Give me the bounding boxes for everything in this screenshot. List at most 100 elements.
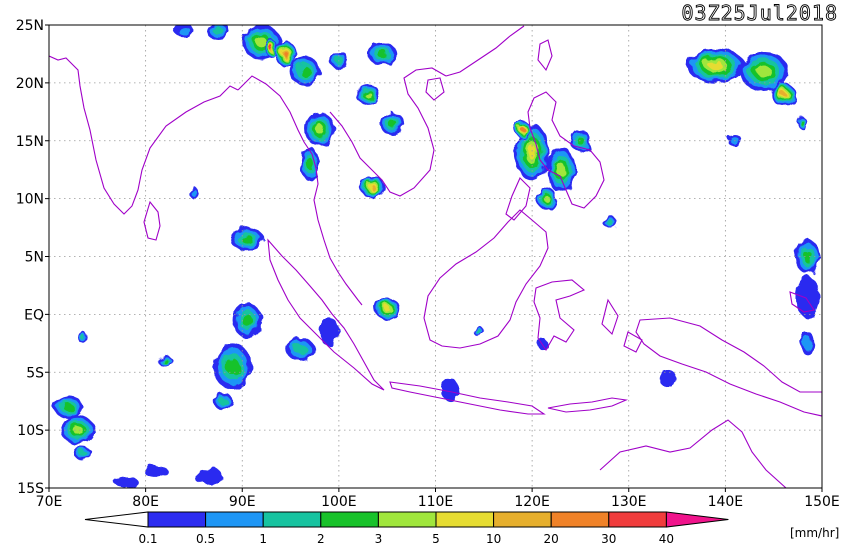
- precip-level: [476, 329, 482, 334]
- precip-cell: [367, 42, 397, 66]
- coast-sulawesi: [533, 279, 586, 352]
- precip-level: [708, 61, 723, 70]
- latitude-labels: 25N 20N 15N 10N 5N EQ 5S 10S 15S: [16, 18, 49, 497]
- precip-cell: [602, 215, 617, 228]
- legend-swatch: [147, 511, 207, 528]
- legend-swatch: [493, 511, 552, 528]
- lat-tick-label: 5S: [26, 365, 44, 381]
- precip-level: [306, 157, 313, 170]
- lat-tick-label: 15N: [16, 134, 44, 150]
- lat-tick-label: 10S: [17, 423, 44, 439]
- coast-mindoro-palawan: [505, 177, 531, 221]
- precip-cell: [515, 120, 530, 138]
- precip-level: [293, 343, 307, 355]
- precip-level: [143, 464, 168, 477]
- legend-tick-label: 3: [375, 532, 383, 544]
- precip-level: [795, 276, 820, 318]
- coastlines: [49, 25, 822, 488]
- coast-lesser-sunda: [547, 397, 629, 413]
- precip-level: [269, 46, 274, 51]
- lon-tick-label: 80E: [132, 494, 159, 510]
- precip-level: [241, 235, 253, 244]
- precip-cell: [285, 337, 315, 361]
- precip-cell: [441, 378, 459, 402]
- precip-level: [441, 378, 459, 402]
- precip-cell: [319, 317, 339, 347]
- legend-unit: [mm/hr]: [790, 526, 839, 540]
- legend-swatch: [262, 511, 322, 528]
- lon-tick-label: 110E: [418, 494, 454, 510]
- precip-level: [384, 305, 391, 312]
- precip-cell: [232, 302, 262, 338]
- precip-cell: [546, 146, 576, 193]
- precip-cell: [53, 395, 83, 419]
- precip-level: [193, 467, 223, 486]
- precip-level: [757, 65, 771, 78]
- precip-level: [658, 369, 677, 387]
- coast-sumatra: [267, 238, 385, 391]
- legend-tick-label: 0.5: [196, 532, 215, 544]
- precip-cell: [375, 297, 400, 321]
- precip-cell: [174, 25, 194, 38]
- legend-tick-label: 40: [659, 532, 674, 544]
- graticule: [49, 25, 822, 488]
- precip-level: [190, 189, 197, 197]
- precip-level: [370, 184, 376, 190]
- color-legend: 0.1 0.5 1 2 3 5 10 20 30 40: [84, 511, 729, 544]
- lat-tick-label: 5N: [25, 250, 44, 266]
- precip-level: [256, 37, 268, 48]
- coast-india: [49, 55, 239, 215]
- precip-cell: [473, 327, 485, 337]
- coast-solomon: [789, 291, 815, 313]
- lon-tick-label: 150E: [804, 494, 840, 510]
- precip-cell: [800, 331, 815, 355]
- legend-tick-label: 10: [486, 532, 501, 544]
- precip-cell: [206, 25, 231, 40]
- precip-level: [212, 26, 224, 35]
- lon-tick-label: 100E: [321, 494, 357, 510]
- precip-level: [528, 145, 537, 160]
- coast-malay-peninsula: [323, 239, 363, 306]
- coast-sri-lanka: [143, 200, 161, 241]
- coast-java: [389, 381, 546, 415]
- lat-tick-label: 15S: [17, 481, 44, 497]
- precip-level: [225, 358, 240, 375]
- precip-cell: [114, 476, 139, 488]
- precip-cell: [329, 51, 349, 69]
- precip-level: [364, 91, 372, 98]
- precip-level: [800, 121, 805, 126]
- precip-cell: [77, 331, 88, 344]
- precip-cell: [157, 354, 173, 367]
- precip-cell: [193, 467, 223, 486]
- lon-tick-label: 140E: [708, 494, 744, 510]
- legend-swatch: [377, 511, 437, 528]
- coast-bay-east: [237, 75, 325, 241]
- precip-level: [556, 163, 566, 177]
- precip-level: [543, 195, 550, 202]
- coast-maluku: [601, 298, 643, 353]
- precip-level: [803, 336, 812, 351]
- precip-cell: [795, 276, 820, 318]
- lon-tick-label: 90E: [229, 494, 256, 510]
- precip-cell: [515, 123, 550, 182]
- legend-swatch: [608, 511, 667, 528]
- coast-philippines: [527, 91, 605, 209]
- precip-level: [63, 402, 74, 412]
- precip-level: [242, 314, 253, 327]
- precip-cell: [289, 56, 321, 86]
- precip-cell: [230, 227, 264, 251]
- lon-tick-label: 130E: [611, 494, 647, 510]
- lon-tick-label: 120E: [514, 494, 550, 510]
- legend-tick-label: 1: [259, 532, 267, 544]
- precip-level: [78, 450, 88, 456]
- precip-level: [315, 124, 324, 135]
- lat-tick-label: 25N: [16, 18, 44, 34]
- precip-cell: [771, 82, 796, 107]
- legend-swatch: [205, 511, 264, 528]
- precip-cell: [658, 369, 677, 387]
- legend-above-arrow: [665, 511, 729, 528]
- precip-cell: [360, 175, 385, 199]
- precip-cell: [213, 343, 252, 390]
- legend-swatch: [435, 511, 495, 528]
